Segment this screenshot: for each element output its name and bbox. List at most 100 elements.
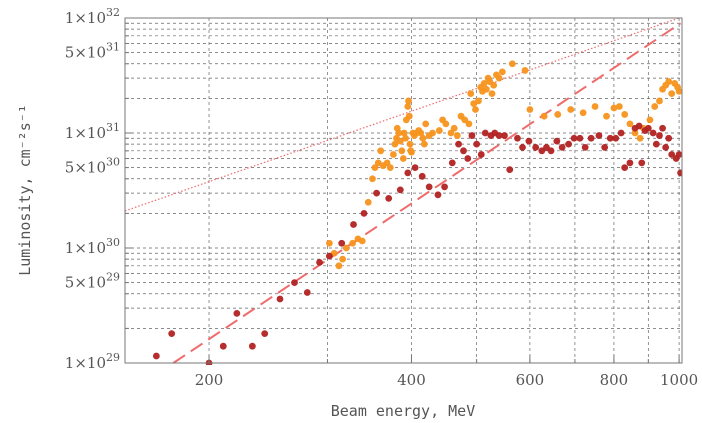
data-point-series-2 <box>576 134 584 142</box>
data-point-series-2 <box>635 122 643 130</box>
data-point-series-2 <box>621 164 629 172</box>
data-point-series-1 <box>668 90 676 98</box>
data-point-series-2 <box>276 295 284 303</box>
data-point-series-1 <box>442 120 450 128</box>
data-point-series-1 <box>404 103 412 110</box>
data-point-series-2 <box>570 134 578 142</box>
data-point-series-1 <box>453 132 461 139</box>
data-point-series-2 <box>581 143 589 151</box>
data-point-series-1 <box>521 67 529 74</box>
data-point-series-2 <box>595 132 603 139</box>
data-points <box>152 60 682 375</box>
data-point-series-1 <box>675 88 682 95</box>
data-point-series-2 <box>152 352 160 360</box>
data-point-series-2 <box>532 143 540 151</box>
data-point-series-1 <box>402 134 409 142</box>
data-point-series-2 <box>481 129 489 137</box>
data-point-series-2 <box>373 189 381 197</box>
data-point-series-1 <box>358 237 366 245</box>
data-point-series-2 <box>261 330 269 338</box>
data-point-series-1 <box>395 129 403 137</box>
data-point-series-2 <box>617 129 625 137</box>
data-point-series-2 <box>514 134 521 142</box>
data-point-series-1 <box>540 112 548 120</box>
data-point-series-2 <box>587 134 595 142</box>
data-point-series-1 <box>631 129 639 137</box>
data-point-series-1 <box>567 106 575 113</box>
data-point-series-1 <box>474 97 482 105</box>
y-axis-ticks: 1×1029 5×1029 1×1030 5×1030 1×1031 5×1031 1×10… <box>65 6 133 372</box>
data-point-series-2 <box>325 252 333 260</box>
y-axis-label: Luminosity, cm⁻²s⁻¹ <box>16 104 34 276</box>
data-point-series-2 <box>473 140 481 148</box>
data-point-series-1 <box>405 112 413 120</box>
y-tick-label: 5×1031 <box>65 41 120 62</box>
x-tick-label: 800 <box>600 371 629 389</box>
data-point-series-2 <box>662 143 670 151</box>
data-point-series-1 <box>435 127 443 134</box>
data-point-series-2 <box>186 368 193 375</box>
data-point-series-2 <box>448 159 456 167</box>
data-point-series-1 <box>646 116 654 124</box>
data-point-series-2 <box>547 147 555 155</box>
x-axis-ticks: 200 400 600 800 1000 <box>195 355 698 389</box>
data-point-series-1 <box>472 106 479 113</box>
x-tick-label: 400 <box>397 371 426 389</box>
data-point-series-2 <box>659 124 666 132</box>
data-point-series-1 <box>349 239 357 247</box>
data-point-series-2 <box>219 342 227 350</box>
data-point-series-2 <box>303 289 311 296</box>
y-tick-label: 5×1029 <box>65 271 120 292</box>
data-point-series-1 <box>461 116 469 124</box>
data-point-series-2 <box>425 183 433 191</box>
data-point-series-2 <box>291 279 298 287</box>
data-point-series-2 <box>519 143 526 151</box>
data-point-series-2 <box>168 330 176 338</box>
data-point-series-2 <box>601 143 609 151</box>
data-point-series-1 <box>498 68 506 76</box>
data-point-series-1 <box>389 151 397 158</box>
data-point-series-2 <box>360 209 368 217</box>
data-point-series-2 <box>404 169 412 177</box>
data-point-series-1 <box>665 78 673 85</box>
data-point-series-1 <box>325 239 333 247</box>
data-point-series-2 <box>501 132 508 139</box>
y-tick-label: 1×1030 <box>65 236 120 257</box>
data-point-series-1 <box>342 244 350 252</box>
data-point-series-1 <box>610 104 618 112</box>
data-point-series-2 <box>525 137 533 145</box>
data-point-series-2 <box>338 239 346 247</box>
data-point-series-2 <box>649 129 657 137</box>
data-point-series-1 <box>377 147 385 155</box>
data-point-series-1 <box>429 129 436 137</box>
data-point-series-2 <box>464 155 472 162</box>
data-point-series-2 <box>506 166 514 174</box>
reference-line-dashed <box>172 22 682 364</box>
data-point-series-1 <box>554 111 562 118</box>
y-tick-label: 1×1032 <box>65 6 120 27</box>
data-point-series-2 <box>656 132 663 139</box>
data-point-series-2 <box>652 140 660 148</box>
data-point-series-2 <box>668 151 676 158</box>
data-point-series-2 <box>434 191 442 199</box>
data-point-series-1 <box>396 137 404 145</box>
data-point-series-2 <box>538 147 546 155</box>
data-point-series-1 <box>335 262 343 270</box>
data-point-series-1 <box>391 140 399 148</box>
data-point-series-1 <box>465 120 473 128</box>
data-point-series-1 <box>467 90 475 98</box>
data-point-series-1 <box>526 106 534 113</box>
data-point-series-1 <box>339 255 347 263</box>
data-point-series-1 <box>408 148 415 156</box>
data-point-series-2 <box>644 124 652 132</box>
data-point-series-2 <box>606 134 614 142</box>
data-point-series-2 <box>558 143 566 151</box>
data-point-series-1 <box>371 164 379 172</box>
data-point-series-1 <box>400 129 408 137</box>
data-point-series-1 <box>626 120 634 128</box>
data-point-series-1 <box>603 112 610 120</box>
data-point-series-2 <box>468 132 476 139</box>
data-point-series-2 <box>565 140 572 148</box>
data-point-series-1 <box>386 164 394 172</box>
